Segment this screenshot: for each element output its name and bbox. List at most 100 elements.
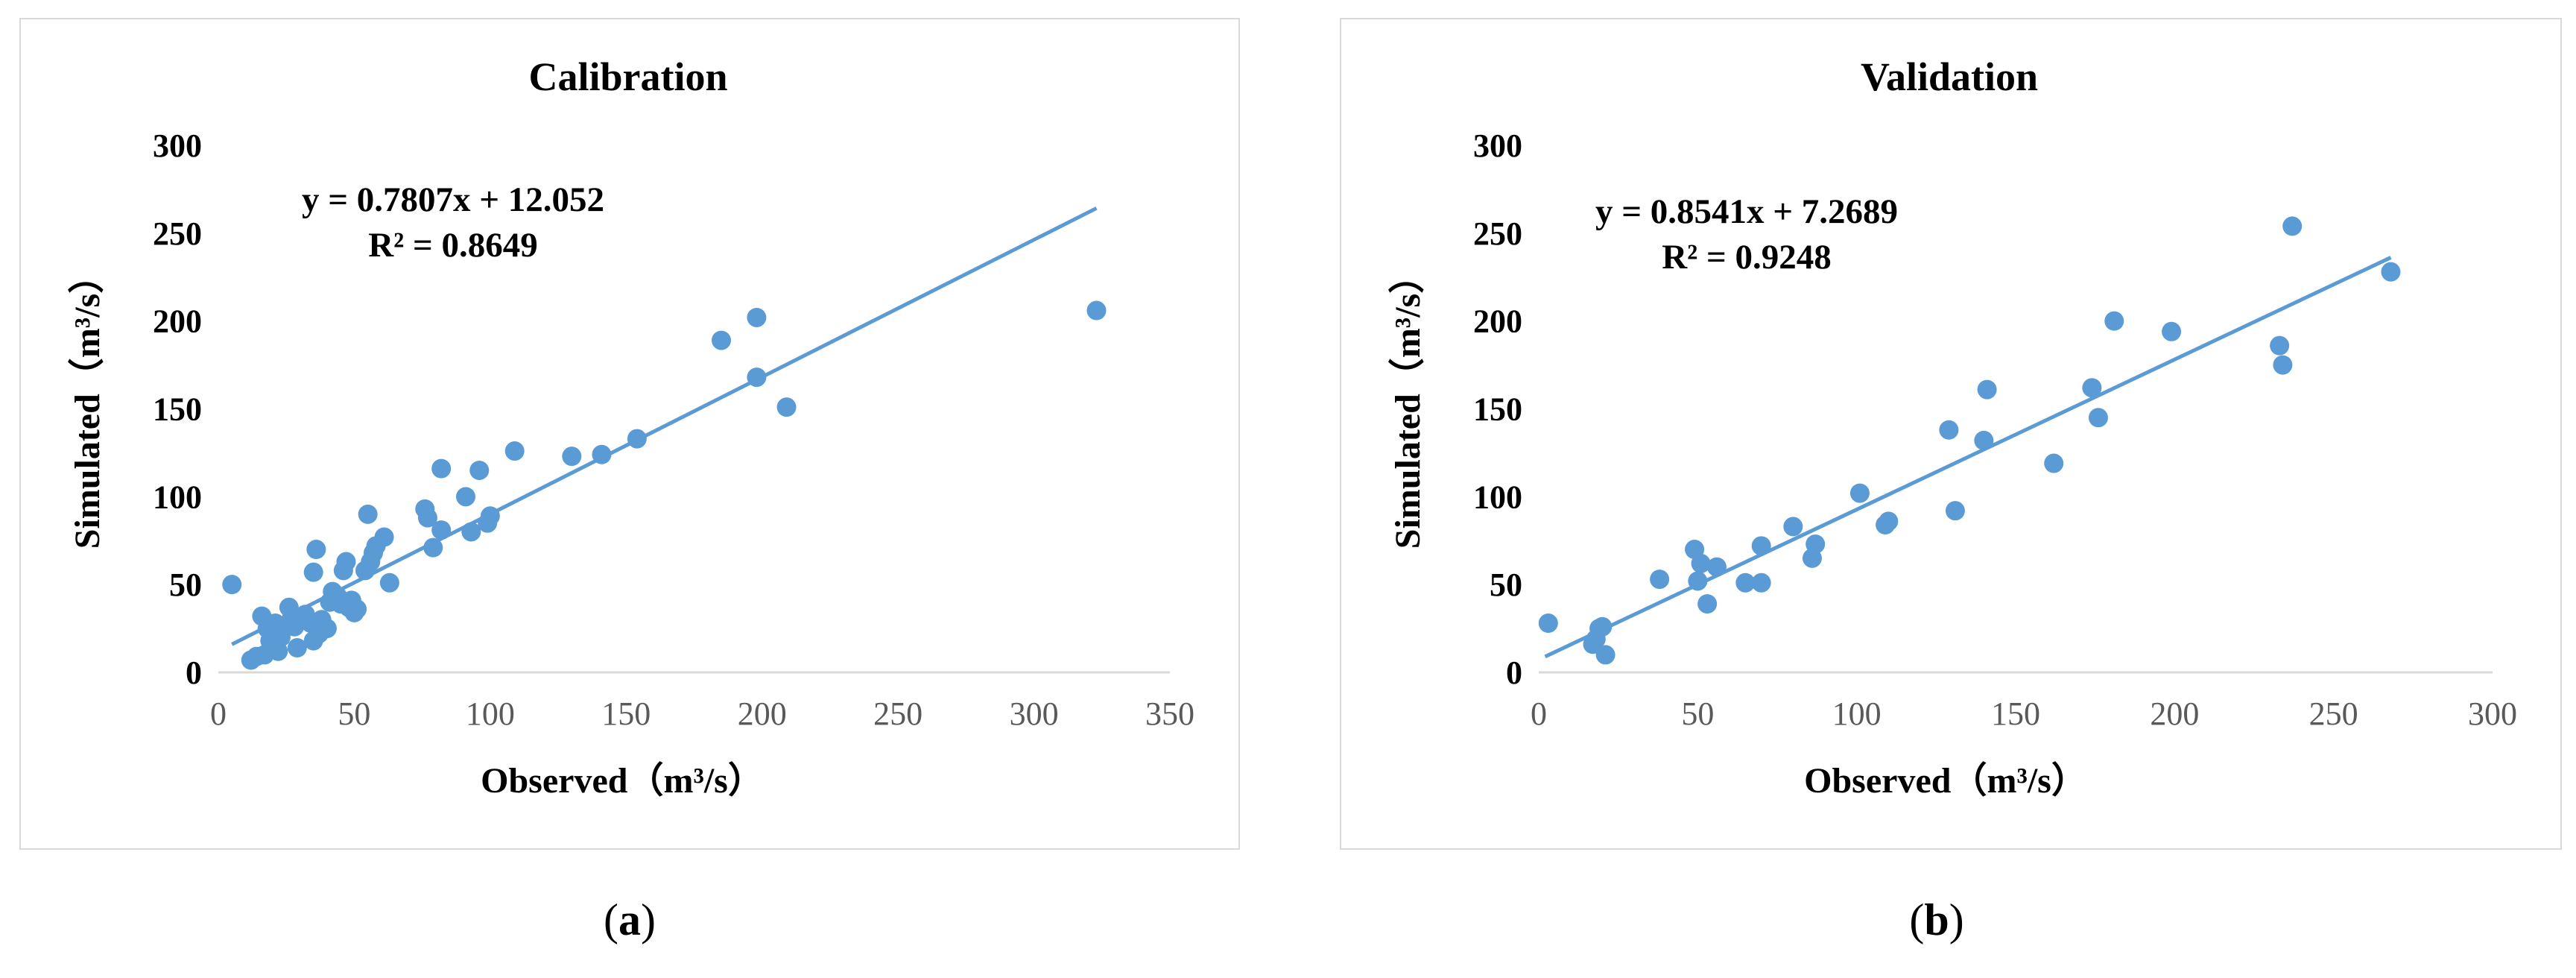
data-point	[2282, 216, 2303, 236]
data-point	[2273, 355, 2293, 375]
data-point	[2162, 321, 2182, 341]
r-squared: R² = 0.9248	[1662, 238, 1832, 277]
data-point	[374, 527, 394, 547]
panel-letter: b	[1924, 895, 1949, 944]
data-point	[1735, 572, 1756, 593]
y-tick-label: 50	[1490, 567, 1522, 603]
data-point	[2381, 262, 2401, 282]
data-point	[504, 441, 525, 461]
data-point	[222, 575, 242, 595]
data-point	[2270, 335, 2290, 356]
data-point	[1974, 430, 1994, 450]
trendline	[1544, 256, 2392, 659]
data-point	[1977, 379, 1997, 400]
y-tick-label: 300	[153, 127, 202, 164]
data-points	[1538, 216, 2401, 665]
y-tick-label: 250	[153, 215, 202, 252]
x-tick-label: 0	[1531, 695, 1547, 732]
panel-caption-a: (a)	[604, 895, 656, 944]
x-tick-label: 200	[2150, 695, 2199, 732]
data-point	[1849, 483, 1870, 503]
data-point	[431, 458, 452, 479]
chart-a: Calibration Observed（m³/s） Simulated（m³/…	[68, 54, 1194, 801]
y-tick-label: 150	[1473, 391, 1522, 428]
data-point	[1086, 300, 1107, 321]
y-tick-label: 150	[153, 391, 202, 428]
data-point	[347, 599, 367, 619]
data-point	[1650, 570, 1670, 590]
data-points	[222, 300, 1107, 670]
y-tick-label: 200	[1473, 303, 1522, 340]
data-point	[379, 572, 399, 593]
x-axis-label: Observed（m³/s）	[481, 761, 764, 801]
panel-letter: a	[618, 895, 641, 944]
data-point	[2082, 378, 2102, 398]
y-tick-label: 0	[186, 654, 202, 691]
x-tick-labels: 0 50 100 150 200 250 300 350	[210, 695, 1194, 732]
x-tick-label: 300	[2468, 695, 2517, 732]
data-point	[287, 638, 307, 658]
y-tick-label: 50	[169, 567, 202, 603]
data-point	[2044, 453, 2064, 473]
x-tick-label: 150	[1991, 695, 2040, 732]
data-point	[461, 522, 481, 542]
y-tick-label: 200	[153, 303, 202, 340]
x-axis-label: Observed（m³/s）	[1804, 761, 2087, 801]
data-point	[1806, 534, 1826, 554]
data-point	[456, 487, 476, 507]
y-tick-label: 100	[1473, 479, 1522, 515]
x-tick-label: 300	[1010, 695, 1059, 732]
data-point	[776, 397, 797, 417]
data-point	[1783, 517, 1803, 537]
data-point	[480, 506, 500, 526]
data-point	[592, 444, 612, 464]
data-point	[2104, 311, 2124, 331]
chart-title: Validation	[1861, 54, 2038, 99]
trend-equation: y = 0.7807x + 12.052	[302, 180, 604, 219]
data-point	[423, 537, 443, 558]
y-tick-labels: 0 50 100 150 200 250 300	[153, 127, 202, 691]
chart-title: Calibration	[528, 54, 727, 99]
data-point	[1691, 553, 1711, 573]
data-point	[1592, 616, 1613, 637]
data-point	[431, 520, 452, 540]
data-point	[1939, 420, 1959, 440]
data-point	[469, 460, 490, 480]
r-squared: R² = 0.8649	[368, 226, 538, 265]
panel-caption-b: (b)	[1909, 895, 1964, 944]
y-tick-label: 300	[1473, 127, 1522, 164]
y-tick-label: 0	[1506, 654, 1522, 691]
data-point	[2088, 408, 2108, 428]
data-point	[747, 307, 767, 327]
y-tick-labels: 0 50 100 150 200 250 300	[1473, 127, 1522, 691]
x-tick-label: 50	[338, 695, 370, 732]
data-point	[1697, 594, 1718, 614]
x-tick-label: 50	[1681, 695, 1714, 732]
data-point	[1945, 501, 1965, 521]
y-tick-label: 250	[1473, 215, 1522, 252]
x-tick-label: 250	[2309, 695, 2358, 732]
data-point	[1706, 557, 1727, 577]
data-point	[747, 367, 767, 388]
data-point	[317, 619, 337, 639]
chart-b: Validation Observed（m³/s） Simulated（m³/s…	[1388, 54, 2517, 801]
data-point	[562, 447, 582, 467]
data-point	[1751, 572, 1771, 593]
y-axis-label: Simulated（m³/s）	[68, 258, 107, 549]
data-point	[627, 429, 647, 449]
data-point	[303, 562, 323, 582]
x-tick-label: 100	[466, 695, 515, 732]
x-tick-label: 0	[210, 695, 227, 732]
y-tick-label: 100	[153, 479, 202, 515]
data-point	[1751, 536, 1771, 556]
data-point	[358, 504, 378, 524]
x-tick-label: 200	[738, 695, 787, 732]
data-point	[711, 330, 731, 350]
data-point	[1688, 571, 1708, 591]
x-tick-label: 350	[1145, 695, 1194, 732]
x-tick-labels: 0 50 100 150 200 250 300	[1531, 695, 2517, 732]
y-axis-label: Simulated（m³/s）	[1388, 258, 1428, 549]
data-point	[1538, 613, 1558, 634]
data-point	[1595, 645, 1615, 665]
trendline	[231, 206, 1098, 646]
